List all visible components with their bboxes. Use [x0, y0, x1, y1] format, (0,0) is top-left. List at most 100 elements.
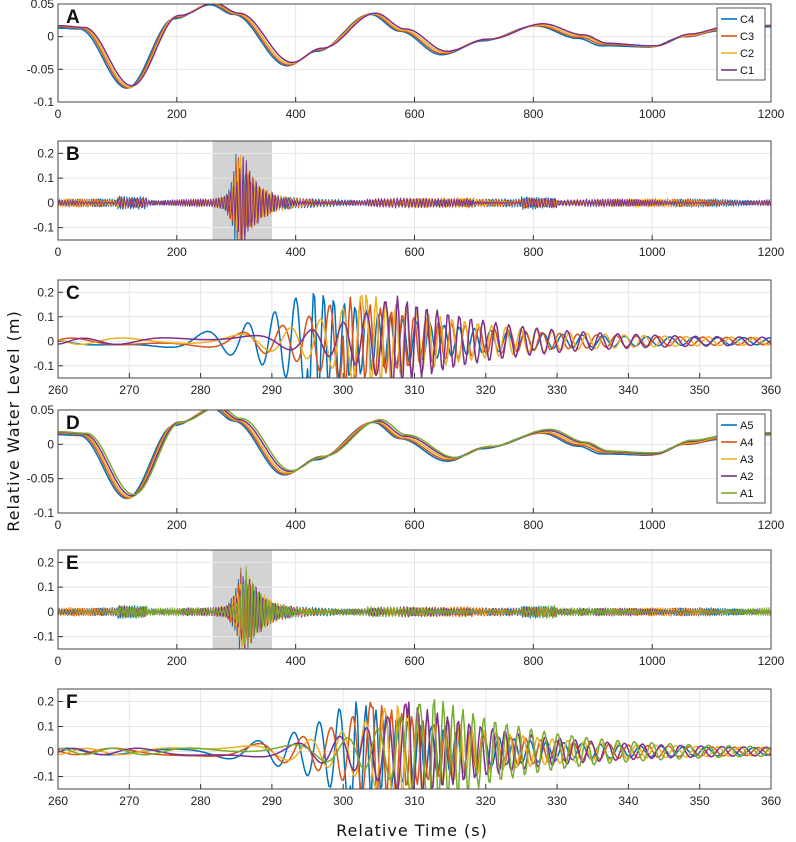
x-tick-label: 800 [523, 107, 543, 121]
y-tick-label: 0.1 [37, 310, 54, 324]
panel-label: E [66, 553, 79, 574]
y-tick-label: 0.2 [37, 285, 54, 299]
legend-box [716, 7, 766, 81]
x-tick-label: 260 [48, 794, 68, 808]
y-tick-label: 0.05 [31, 403, 55, 417]
x-tick-label: 0 [55, 107, 62, 121]
x-tick-label: 800 [523, 245, 543, 259]
y-tick-label: 0 [47, 196, 54, 210]
panel-c: 260 270 280 290 300 310 320 330 340 350 360 0.2 0.1 0… [33, 279, 781, 397]
y-tick-label: 0 [47, 605, 54, 619]
x-tick-label: 0 [55, 245, 62, 259]
x-tick-label: 0 [55, 518, 62, 532]
x-tick-label: 290 [262, 794, 282, 808]
x-tick-label: 400 [286, 107, 306, 121]
axes-frame [57, 3, 772, 103]
y-tick-label: 0.2 [37, 695, 54, 709]
x-tick-label: 300 [333, 794, 353, 808]
panel-label: C [66, 283, 80, 304]
x-tick-label: 600 [404, 107, 424, 121]
x-tick-label: 350 [690, 383, 710, 397]
y-tick-label: 0 [47, 745, 54, 759]
x-tick-label: 400 [286, 245, 306, 259]
legend-entry: A5 [740, 420, 753, 432]
x-tick-label: 340 [618, 383, 638, 397]
x-tick-label: 270 [119, 383, 139, 397]
legend-entry: A3 [740, 454, 753, 466]
legend: C4 C3 C2 C1 [716, 7, 766, 81]
y-tick-label: -0.1 [33, 506, 54, 520]
series-line-c1 [58, 295, 771, 378]
x-tick-label: 1000 [639, 245, 666, 259]
x-tick-label: 0 [55, 654, 62, 668]
x-tick-label: 200 [167, 654, 187, 668]
x-tick-label: 400 [286, 654, 306, 668]
legend-entry: A4 [740, 437, 753, 449]
series-line-c1 [58, 4, 771, 87]
series-line-a1 [58, 410, 771, 496]
y-tick-label: 0.2 [37, 146, 54, 160]
x-tick-label: 360 [761, 794, 781, 808]
panel-label: F [66, 692, 78, 713]
x-tick-label: 600 [404, 518, 424, 532]
x-tick-label: 340 [618, 794, 638, 808]
x-tick-label: 310 [404, 794, 424, 808]
y-tick-label: 0 [47, 30, 54, 44]
x-tick-label: 330 [547, 794, 567, 808]
y-tick-label: 0 [47, 334, 54, 348]
y-tick-label: -0.05 [27, 472, 55, 486]
y-tick-label: -0.1 [33, 630, 54, 644]
x-tick-label: 200 [167, 107, 187, 121]
y-axis-label: Relative Water Level (m) [4, 310, 23, 531]
series-line-c1 [58, 156, 771, 240]
x-tick-label: 1200 [758, 107, 785, 121]
x-tick-label: 1200 [758, 654, 785, 668]
series-line-a2 [58, 701, 771, 789]
x-tick-label: 360 [761, 383, 781, 397]
x-tick-label: 200 [167, 245, 187, 259]
y-tick-label: -0.1 [33, 359, 54, 373]
axes-frame [57, 409, 772, 514]
x-tick-label: 280 [191, 383, 211, 397]
panel-label: D [66, 413, 80, 434]
y-tick-label: -0.05 [27, 62, 55, 76]
x-tick-label: 600 [404, 654, 424, 668]
panel-a: 0 200 400 600 800 1000 1200 0.05 0 -0.05 -0.1 A C4 C3… [27, 0, 785, 121]
x-tick-label: 310 [404, 383, 424, 397]
legend-entry: A1 [740, 488, 753, 500]
series-line-a1 [58, 566, 771, 649]
x-tick-label: 330 [547, 383, 567, 397]
axes-frame [57, 140, 772, 241]
y-tick-label: 0.1 [37, 580, 54, 594]
x-tick-label: 300 [333, 383, 353, 397]
x-tick-label: 290 [262, 383, 282, 397]
axes-frame [57, 279, 772, 379]
x-tick-label: 320 [476, 383, 496, 397]
legend-entry: C3 [740, 31, 754, 43]
x-tick-label: 260 [48, 383, 68, 397]
x-tick-label: 1200 [758, 245, 785, 259]
x-tick-label: 280 [191, 794, 211, 808]
y-tick-label: -0.1 [33, 770, 54, 784]
x-tick-label: 350 [690, 794, 710, 808]
panel-d: 0 200 400 600 800 1000 1200 0.05 0 -0.05 -0.1 D A5 A4… [27, 403, 785, 532]
x-tick-label: 320 [476, 794, 496, 808]
axes-frame [57, 549, 772, 650]
y-tick-label: 0.1 [37, 720, 54, 734]
y-tick-label: 0.05 [31, 0, 55, 11]
panel-label: B [66, 144, 80, 165]
x-tick-label: 270 [119, 794, 139, 808]
panel-f: 260 270 280 290 300 310 320 330 340 350 360 0.2 0.1 0… [33, 688, 781, 808]
y-tick-label: -0.1 [33, 95, 54, 109]
x-tick-label: 1000 [639, 518, 666, 532]
x-tick-label: 800 [523, 518, 543, 532]
x-tick-label: 600 [404, 245, 424, 259]
y-tick-label: 0.2 [37, 555, 54, 569]
axes-frame [57, 688, 772, 790]
legend-entry: C4 [740, 14, 754, 26]
x-tick-label: 200 [167, 518, 187, 532]
legend-entry: C2 [740, 48, 754, 60]
